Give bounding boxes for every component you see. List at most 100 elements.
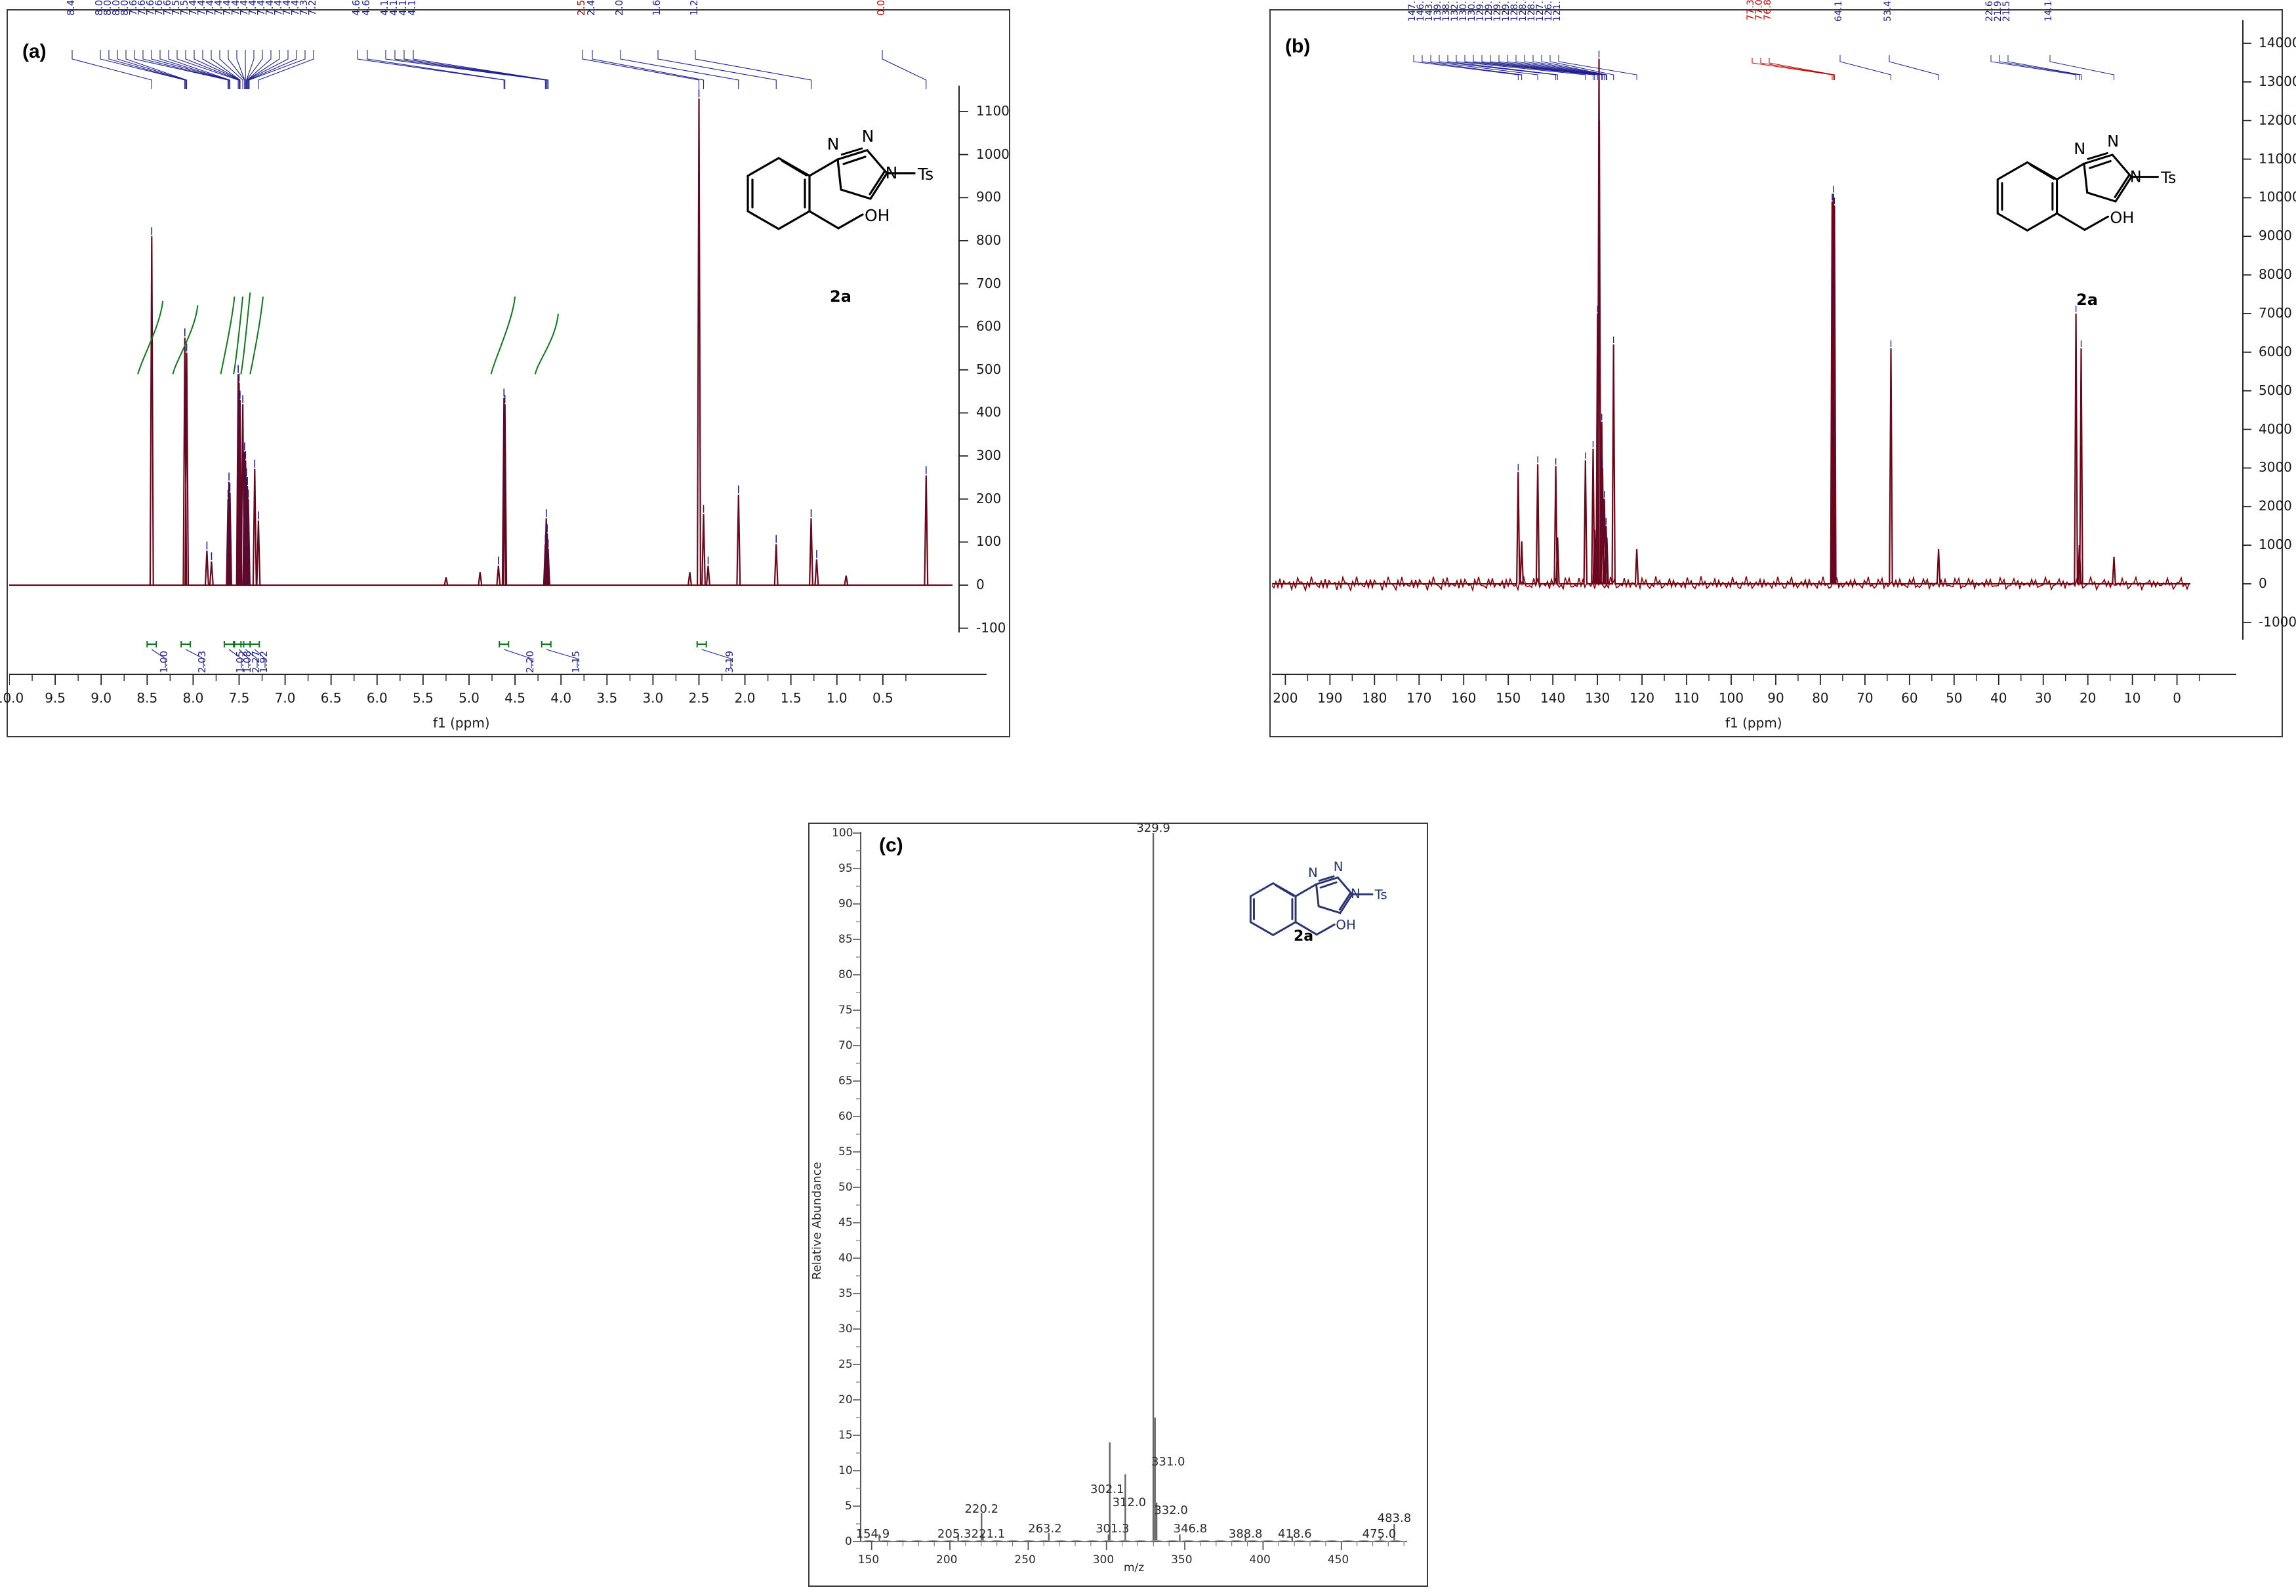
ms-peak-label: 483.8: [1377, 1511, 1412, 1525]
panel-b: (b): [1269, 9, 2283, 737]
structure-atom-n3: N: [1351, 886, 1361, 901]
y-tick-label: 7000: [2259, 305, 2292, 321]
y-tick-label: 0: [845, 1535, 852, 1548]
panel-b-spectrum: [1272, 20, 2251, 685]
ms-peak-label: 346.8: [1173, 1522, 1208, 1536]
y-tick-label: 4000: [2259, 420, 2292, 437]
x-tick-label: 100: [1718, 690, 1744, 706]
panel-a-tag: (a): [22, 41, 47, 62]
y-tick-label: 5000: [2259, 382, 2292, 398]
x-tick-label: 0: [2173, 690, 2181, 706]
y-tick-label: 15: [838, 1429, 853, 1442]
y-tick-label: 10: [838, 1464, 853, 1477]
x-tick-label: 4.0: [550, 690, 572, 706]
x-tick-label: 4.5: [504, 690, 525, 706]
y-tick-label: 11000: [2259, 150, 2296, 167]
x-tick-label: 7.0: [274, 690, 296, 706]
ms-peak-label: 302.1: [1090, 1483, 1124, 1496]
structure-atom-n2: N: [1334, 859, 1343, 874]
structure-atom-oh: OH: [865, 206, 890, 225]
structure-atom-n1: N: [2074, 140, 2085, 158]
x-tick-label: 2.0: [734, 690, 756, 706]
structure-atom-n2: N: [862, 127, 874, 146]
y-tick-label: 3000: [2259, 459, 2292, 476]
ms-peak-label: 301.3: [1096, 1522, 1130, 1536]
x-tick-label: 400: [1249, 1553, 1271, 1566]
x-tick-label: 10: [2123, 690, 2141, 706]
panel-c-x-axis-title: m/z: [1124, 1561, 1145, 1574]
y-tick-label: 800: [976, 232, 1002, 248]
y-tick-label: -1000: [2259, 613, 2296, 630]
y-tick-label: 85: [838, 933, 853, 946]
y-tick-label: 5: [845, 1500, 852, 1513]
x-tick-label: 170: [1406, 690, 1432, 706]
structure-atom-oh: OH: [1336, 918, 1355, 933]
panel-a: (a): [7, 9, 1010, 737]
y-tick-label: 80: [838, 968, 853, 981]
panel-b-x-axis-title: f1 (ppm): [1725, 715, 1782, 731]
x-tick-label: 140: [1540, 690, 1566, 706]
structure-atom-ts: Ts: [2160, 169, 2176, 187]
x-tick-label: 8.0: [182, 690, 204, 706]
y-tick-label: 500: [976, 361, 1002, 377]
x-tick-label: 10.0: [0, 690, 24, 706]
x-tick-label: 9.0: [91, 690, 112, 706]
x-tick-label: 50: [1946, 690, 1963, 706]
ms-peak-label: 220.2: [964, 1502, 999, 1516]
y-tick-label: 1100: [976, 103, 1010, 119]
ms-peak-label: 205.3: [937, 1527, 972, 1541]
y-tick-label: 600: [976, 318, 1002, 335]
y-tick-label: 6000: [2259, 343, 2292, 359]
y-tick-label: 2000: [2259, 498, 2292, 514]
x-tick-label: 6.0: [366, 690, 388, 706]
x-tick-label: 150: [1496, 690, 1521, 706]
x-tick-label: 130: [1585, 690, 1610, 706]
structure-atom-n1: N: [1308, 865, 1318, 880]
panel-c: [808, 823, 1428, 1587]
x-tick-label: 120: [1629, 690, 1655, 706]
y-tick-label: 90: [838, 897, 853, 911]
x-tick-label: 3.5: [596, 690, 618, 706]
y-tick-label: 300: [976, 447, 1002, 464]
y-tick-label: 65: [838, 1074, 853, 1088]
y-tick-label: 35: [838, 1287, 853, 1300]
ms-peak-label: 475.0: [1362, 1527, 1397, 1541]
x-tick-label: 5.0: [459, 690, 480, 706]
x-tick-label: 1.0: [826, 690, 848, 706]
y-tick-label: 0: [2259, 575, 2267, 591]
panel-a-x-axis-title: f1 (ppm): [433, 715, 490, 731]
y-tick-label: 75: [838, 1004, 853, 1017]
structure-atom-oh: OH: [2110, 209, 2134, 227]
x-tick-label: 40: [1990, 690, 2007, 706]
x-tick-label: 190: [1317, 690, 1343, 706]
panel-b-structure: N N N Ts OH: [1996, 132, 2176, 232]
y-tick-label: 1000: [2259, 537, 2292, 553]
y-tick-label: 25: [838, 1358, 853, 1371]
y-tick-label: 200: [976, 490, 1002, 506]
x-tick-label: 350: [1171, 1553, 1193, 1566]
x-tick-label: 450: [1327, 1553, 1349, 1566]
x-tick-label: 1.5: [780, 690, 802, 706]
panel-c-tag: (c): [879, 834, 903, 856]
y-tick-label: 100: [976, 533, 1002, 550]
x-tick-label: 80: [1812, 690, 1829, 706]
x-tick-label: 9.5: [45, 690, 66, 706]
y-tick-label: 60: [838, 1110, 853, 1123]
structure-atom-ts: Ts: [1374, 888, 1387, 903]
y-tick-label: 55: [838, 1145, 853, 1158]
structure-atom-n1: N: [827, 134, 840, 153]
y-tick-label: 45: [838, 1216, 853, 1229]
x-tick-label: 180: [1362, 690, 1387, 706]
x-tick-label: 7.5: [228, 690, 250, 706]
structure-atom-n2: N: [2107, 132, 2119, 150]
y-tick-label: 900: [976, 189, 1002, 205]
y-tick-label: 70: [838, 1039, 853, 1052]
y-tick-label: 40: [838, 1252, 853, 1265]
x-tick-label: 70: [1856, 690, 1874, 706]
y-tick-label: 1000: [976, 146, 1010, 162]
x-tick-label: 2.5: [688, 690, 710, 706]
x-tick-label: 90: [1767, 690, 1784, 706]
y-tick-label: 13000: [2259, 73, 2296, 89]
y-tick-label: 9000: [2259, 228, 2292, 244]
